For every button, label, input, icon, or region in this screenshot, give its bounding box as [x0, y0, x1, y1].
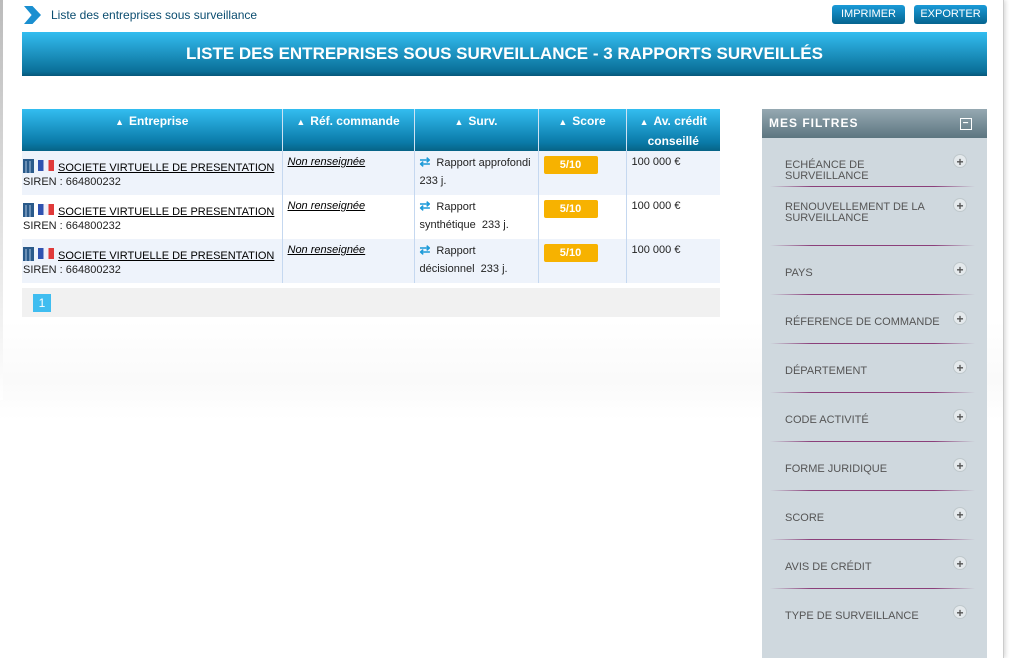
company-link[interactable]: SOCIETE VIRTUELLE DE PRESENTATION [58, 162, 275, 174]
sort-entreprise[interactable]: ▲ Entreprise [22, 109, 283, 151]
companies-table: ▲ Entreprise ▲ Réf. commande ▲ Surv. ▲ Score… [22, 109, 720, 283]
sync-icon: ⇄ [419, 154, 431, 169]
france-flag-icon [38, 160, 54, 171]
score-badge: 5/10 [543, 200, 598, 218]
page-title: LISTE DES ENTREPRISES SOUS SURVEILLANCE … [22, 32, 987, 76]
company-link[interactable]: SOCIETE VIRTUELLE DE PRESENTATION [58, 206, 275, 218]
filters-panel: MES FILTRES − ECHÉANCE DE SURVEILLANCE + R… [762, 109, 987, 658]
export-button[interactable]: EXPORTER [914, 5, 987, 24]
filter-echeance[interactable]: ECHÉANCE DE SURVEILLANCE + [762, 138, 987, 187]
table-row: SOCIETE VIRTUELLE DE PRESENTATION SIREN :… [22, 151, 720, 195]
print-button[interactable]: IMPRIMER [832, 5, 905, 24]
sort-up-icon: ▲ [296, 117, 306, 127]
sort-up-icon: ▲ [639, 117, 649, 127]
filter-departement[interactable]: DÉPARTEMENT + [762, 344, 987, 393]
chevron-right-icon [24, 6, 41, 24]
filter-score[interactable]: SCORE + [762, 491, 987, 540]
sync-icon: ⇄ [419, 198, 431, 213]
collapse-icon[interactable]: − [960, 118, 972, 130]
filter-renouvellement[interactable]: RENOUVELLEMENT DE LA SURVEILLANCE + [762, 187, 987, 246]
sort-score[interactable]: ▲ Score [538, 109, 627, 151]
trash-icon[interactable] [23, 159, 34, 173]
plus-icon[interactable]: + [953, 409, 967, 424]
siren: SIREN : 664800232 [23, 176, 121, 188]
filter-avis-credit[interactable]: AVIS DE CRÉDIT + [762, 540, 987, 589]
plus-icon[interactable]: + [953, 556, 967, 571]
order-ref[interactable]: Non renseignée [287, 156, 366, 168]
sort-surv[interactable]: ▲ Surv. [414, 109, 539, 151]
filters-header: MES FILTRES − [762, 109, 987, 138]
score-badge: 5/10 [543, 244, 598, 262]
france-flag-icon [38, 204, 54, 215]
trash-icon[interactable] [23, 203, 34, 217]
sort-ref[interactable]: ▲ Réf. commande [282, 109, 415, 151]
plus-icon[interactable]: + [953, 507, 967, 522]
france-flag-icon [38, 248, 54, 259]
siren: SIREN : 664800232 [23, 264, 121, 276]
table-section: ▲ Entreprise ▲ Réf. commande ▲ Surv. ▲ Score… [22, 109, 720, 317]
order-ref[interactable]: Non renseignée [287, 200, 366, 212]
siren: SIREN : 664800232 [23, 220, 121, 232]
order-ref[interactable]: Non renseignée [287, 244, 366, 256]
plus-icon[interactable]: + [953, 154, 967, 169]
filter-pays[interactable]: PAYS + [762, 246, 987, 295]
filter-type-surveillance[interactable]: TYPE DE SURVEILLANCE + [762, 589, 987, 638]
filter-reference[interactable]: RÉFERENCE DE COMMANDE + [762, 295, 987, 344]
plus-icon[interactable]: + [953, 360, 967, 375]
sort-up-icon: ▲ [558, 117, 568, 127]
sort-up-icon: ▲ [454, 117, 464, 127]
breadcrumb: Liste des entreprises sous surveillance [24, 6, 257, 24]
breadcrumb-label: Liste des entreprises sous surveillance [51, 8, 258, 22]
table-row: SOCIETE VIRTUELLE DE PRESENTATION SIREN :… [22, 239, 720, 283]
table-row: SOCIETE VIRTUELLE DE PRESENTATION SIREN :… [22, 195, 720, 239]
plus-icon[interactable]: + [953, 198, 967, 213]
plus-icon[interactable]: + [953, 605, 967, 620]
score-badge: 5/10 [543, 156, 598, 174]
plus-icon[interactable]: + [953, 458, 967, 473]
trash-icon[interactable] [23, 247, 34, 261]
plus-icon[interactable]: + [953, 311, 967, 326]
sort-up-icon: ▲ [115, 117, 125, 127]
company-link[interactable]: SOCIETE VIRTUELLE DE PRESENTATION [58, 250, 275, 262]
pagination: 1 [22, 288, 720, 317]
sort-credit[interactable]: ▲ Av. crédit conseillé [626, 109, 720, 151]
filter-code-activite[interactable]: CODE ACTIVITÉ + [762, 393, 987, 442]
sync-icon: ⇄ [419, 242, 431, 257]
filter-forme-juridique[interactable]: FORME JURIDIQUE + [762, 442, 987, 491]
page-1-button[interactable]: 1 [33, 294, 51, 312]
plus-icon[interactable]: + [953, 262, 967, 277]
